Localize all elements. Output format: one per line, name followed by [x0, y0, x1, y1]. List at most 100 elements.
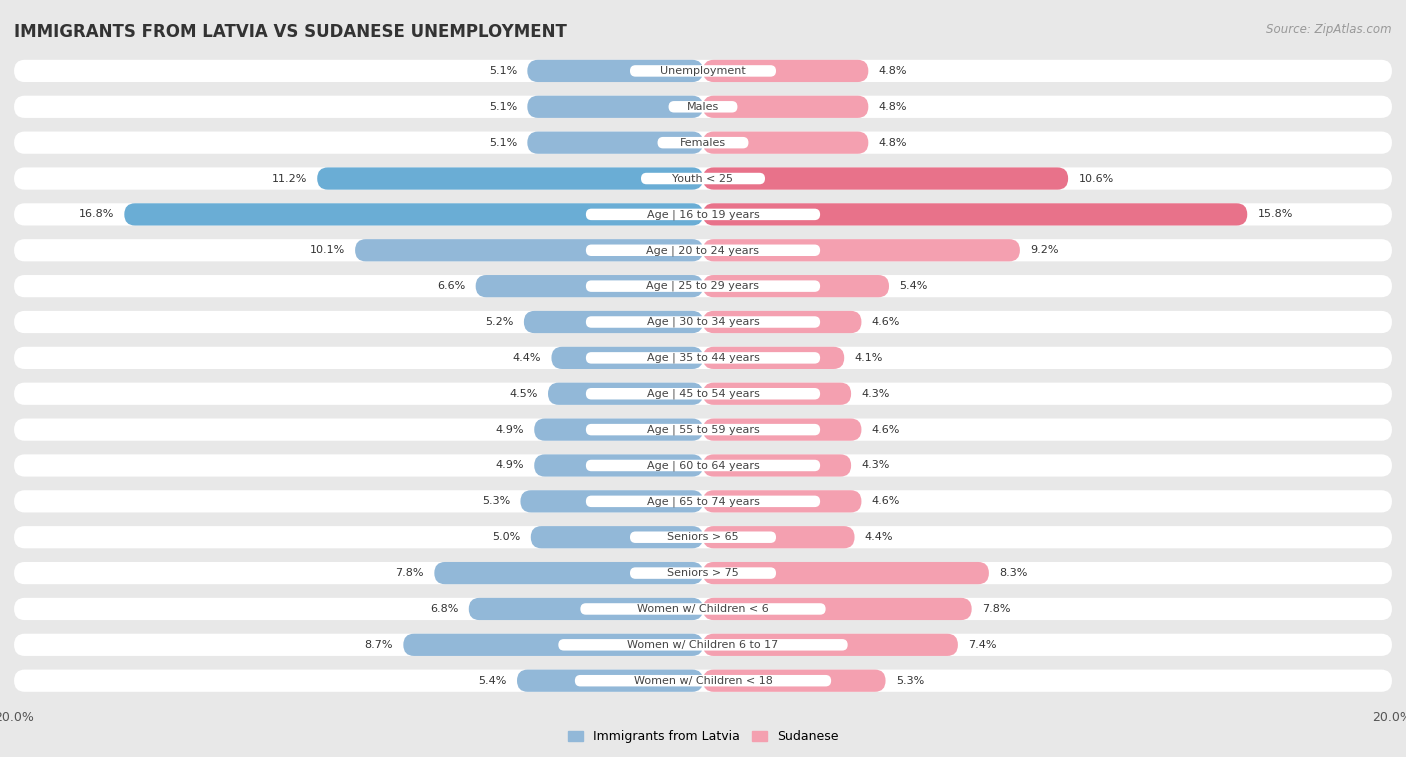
FancyBboxPatch shape	[703, 491, 862, 512]
FancyBboxPatch shape	[527, 60, 703, 82]
FancyBboxPatch shape	[14, 526, 1392, 548]
FancyBboxPatch shape	[14, 562, 1392, 584]
Legend: Immigrants from Latvia, Sudanese: Immigrants from Latvia, Sudanese	[568, 731, 838, 743]
Text: Age | 16 to 19 years: Age | 16 to 19 years	[647, 209, 759, 220]
Text: 4.8%: 4.8%	[879, 66, 907, 76]
Text: Females: Females	[681, 138, 725, 148]
FancyBboxPatch shape	[586, 424, 820, 435]
FancyBboxPatch shape	[14, 132, 1392, 154]
FancyBboxPatch shape	[703, 670, 886, 692]
FancyBboxPatch shape	[527, 95, 703, 118]
FancyBboxPatch shape	[531, 526, 703, 548]
Text: Women w/ Children < 18: Women w/ Children < 18	[634, 676, 772, 686]
FancyBboxPatch shape	[534, 454, 703, 477]
FancyBboxPatch shape	[641, 173, 765, 184]
Text: 4.3%: 4.3%	[862, 460, 890, 471]
Text: Unemployment: Unemployment	[661, 66, 745, 76]
FancyBboxPatch shape	[14, 382, 1392, 405]
Text: Age | 35 to 44 years: Age | 35 to 44 years	[647, 353, 759, 363]
FancyBboxPatch shape	[586, 352, 820, 363]
FancyBboxPatch shape	[14, 239, 1392, 261]
Text: Age | 25 to 29 years: Age | 25 to 29 years	[647, 281, 759, 291]
FancyBboxPatch shape	[527, 132, 703, 154]
FancyBboxPatch shape	[703, 60, 869, 82]
Text: 8.3%: 8.3%	[1000, 568, 1028, 578]
Text: 7.8%: 7.8%	[981, 604, 1011, 614]
FancyBboxPatch shape	[586, 245, 820, 256]
FancyBboxPatch shape	[318, 167, 703, 190]
FancyBboxPatch shape	[586, 496, 820, 507]
FancyBboxPatch shape	[703, 562, 988, 584]
FancyBboxPatch shape	[404, 634, 703, 656]
FancyBboxPatch shape	[703, 204, 1247, 226]
FancyBboxPatch shape	[703, 598, 972, 620]
FancyBboxPatch shape	[703, 382, 851, 405]
FancyBboxPatch shape	[14, 204, 1392, 226]
Text: Age | 60 to 64 years: Age | 60 to 64 years	[647, 460, 759, 471]
Text: 4.8%: 4.8%	[879, 138, 907, 148]
FancyBboxPatch shape	[434, 562, 703, 584]
Text: Seniors > 75: Seniors > 75	[666, 568, 740, 578]
Text: 4.6%: 4.6%	[872, 317, 900, 327]
Text: 5.1%: 5.1%	[489, 138, 517, 148]
FancyBboxPatch shape	[468, 598, 703, 620]
FancyBboxPatch shape	[630, 531, 776, 543]
Text: 7.8%: 7.8%	[395, 568, 425, 578]
FancyBboxPatch shape	[524, 311, 703, 333]
Text: 4.8%: 4.8%	[879, 101, 907, 112]
FancyBboxPatch shape	[356, 239, 703, 261]
Text: Women w/ Children < 6: Women w/ Children < 6	[637, 604, 769, 614]
FancyBboxPatch shape	[520, 491, 703, 512]
FancyBboxPatch shape	[517, 670, 703, 692]
FancyBboxPatch shape	[703, 419, 862, 441]
FancyBboxPatch shape	[14, 311, 1392, 333]
Text: Source: ZipAtlas.com: Source: ZipAtlas.com	[1267, 23, 1392, 36]
Text: 15.8%: 15.8%	[1257, 210, 1294, 220]
Text: Age | 45 to 54 years: Age | 45 to 54 years	[647, 388, 759, 399]
Text: 16.8%: 16.8%	[79, 210, 114, 220]
Text: 6.6%: 6.6%	[437, 281, 465, 291]
FancyBboxPatch shape	[703, 167, 1069, 190]
Text: 6.8%: 6.8%	[430, 604, 458, 614]
FancyBboxPatch shape	[534, 419, 703, 441]
FancyBboxPatch shape	[586, 388, 820, 400]
Text: 10.1%: 10.1%	[309, 245, 344, 255]
FancyBboxPatch shape	[703, 311, 862, 333]
FancyBboxPatch shape	[14, 95, 1392, 118]
FancyBboxPatch shape	[548, 382, 703, 405]
FancyBboxPatch shape	[14, 454, 1392, 477]
FancyBboxPatch shape	[551, 347, 703, 369]
FancyBboxPatch shape	[630, 567, 776, 579]
Text: Age | 55 to 59 years: Age | 55 to 59 years	[647, 425, 759, 435]
FancyBboxPatch shape	[14, 634, 1392, 656]
FancyBboxPatch shape	[703, 454, 851, 477]
Text: 7.4%: 7.4%	[969, 640, 997, 650]
Text: 5.2%: 5.2%	[485, 317, 513, 327]
FancyBboxPatch shape	[14, 167, 1392, 190]
Text: Males: Males	[688, 101, 718, 112]
Text: 5.1%: 5.1%	[489, 101, 517, 112]
FancyBboxPatch shape	[14, 598, 1392, 620]
FancyBboxPatch shape	[703, 239, 1019, 261]
Text: 5.1%: 5.1%	[489, 66, 517, 76]
Text: Youth < 25: Youth < 25	[672, 173, 734, 183]
Text: 4.9%: 4.9%	[495, 425, 524, 435]
Text: IMMIGRANTS FROM LATVIA VS SUDANESE UNEMPLOYMENT: IMMIGRANTS FROM LATVIA VS SUDANESE UNEMP…	[14, 23, 567, 41]
FancyBboxPatch shape	[669, 101, 738, 113]
Text: 10.6%: 10.6%	[1078, 173, 1114, 183]
Text: 5.0%: 5.0%	[492, 532, 520, 542]
Text: 11.2%: 11.2%	[271, 173, 307, 183]
FancyBboxPatch shape	[586, 280, 820, 292]
FancyBboxPatch shape	[586, 209, 820, 220]
FancyBboxPatch shape	[581, 603, 825, 615]
Text: 4.9%: 4.9%	[495, 460, 524, 471]
FancyBboxPatch shape	[475, 275, 703, 298]
Text: 8.7%: 8.7%	[364, 640, 392, 650]
Text: Women w/ Children 6 to 17: Women w/ Children 6 to 17	[627, 640, 779, 650]
FancyBboxPatch shape	[575, 675, 831, 687]
FancyBboxPatch shape	[586, 316, 820, 328]
Text: Age | 20 to 24 years: Age | 20 to 24 years	[647, 245, 759, 256]
Text: Age | 30 to 34 years: Age | 30 to 34 years	[647, 316, 759, 327]
Text: 4.6%: 4.6%	[872, 497, 900, 506]
FancyBboxPatch shape	[703, 275, 889, 298]
